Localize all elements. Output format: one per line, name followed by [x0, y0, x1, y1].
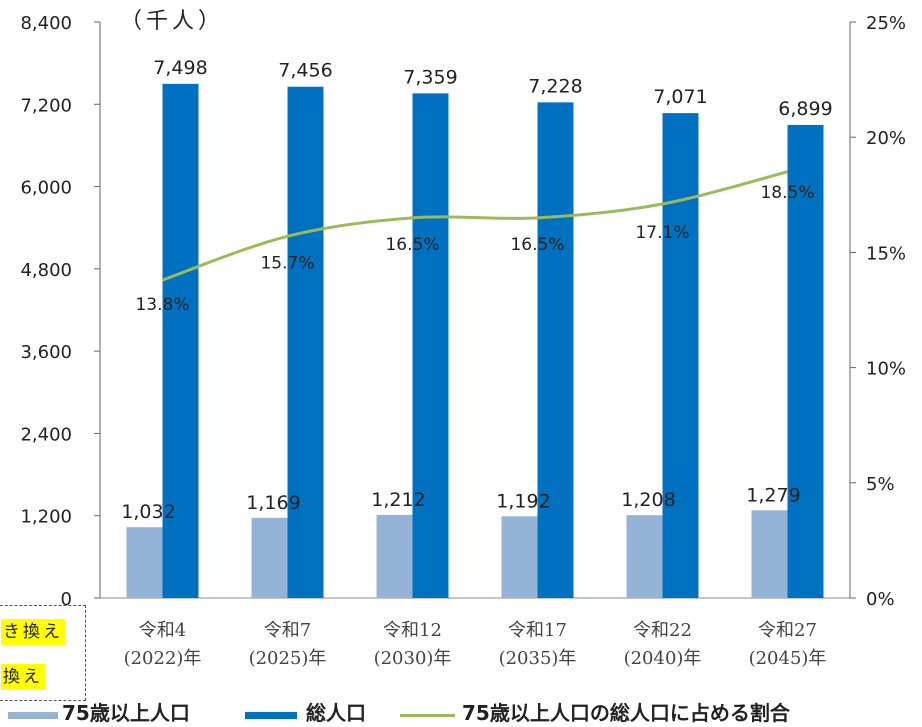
category-label-era: 令和12: [383, 620, 442, 641]
legend-label-elderly: 75歳以上人口: [62, 701, 190, 725]
category-label-year: (2030)年: [374, 648, 452, 669]
note-line-2: 換え: [1, 664, 45, 690]
bar-total-population: [162, 83, 199, 598]
category-label-era: 令和27: [758, 620, 817, 641]
right-tick-label: 15%: [866, 243, 906, 264]
data-label-total: 6,899: [778, 98, 832, 120]
left-y-axis: 0 1,200 2,400 3,600 4,800 6,000 7,200 8,400: [20, 13, 850, 610]
category-label-year: (2045)年: [749, 648, 827, 669]
left-tick-label: 1,200: [20, 507, 72, 528]
legend-label-ratio: 75歳以上人口の総人口に占める割合: [462, 701, 790, 725]
data-label-total: 7,359: [403, 66, 457, 88]
note-box: き換え 換え: [0, 605, 86, 701]
legend: 75歳以上人口 総人口 75歳以上人口の総人口に占める割合: [0, 700, 922, 727]
ratio-line-group: 13.8% 15.7% 16.5% 16.5% 17.1% 18.5%: [135, 170, 815, 315]
bars-group: 1,032 7,498 1,169 7,456 1,212 7,359 1,192 7,228…: [121, 57, 833, 598]
data-label-elderly: 1,279: [746, 484, 800, 506]
right-tick-label: 20%: [866, 128, 906, 149]
right-tick-label: 0%: [866, 589, 895, 610]
data-label-total: 7,498: [153, 57, 207, 79]
data-label-elderly: 1,192: [496, 490, 550, 512]
left-tick-label: 7,200: [20, 95, 72, 116]
left-tick-label: 2,400: [20, 424, 72, 445]
data-label-total: 7,228: [528, 75, 582, 97]
legend-swatch-ratio: [400, 714, 455, 717]
data-label-elderly: 1,169: [246, 492, 300, 514]
note-line-1: き換え: [1, 619, 65, 645]
bar-total-population: [537, 102, 574, 598]
bar-total-population: [412, 93, 449, 598]
ratio-data-label: 15.7%: [260, 253, 314, 273]
legend-swatch-total: [245, 712, 297, 719]
data-label-elderly: 1,212: [371, 489, 425, 511]
unit-label: （千人）: [120, 9, 224, 34]
right-tick-label: 5%: [866, 474, 895, 495]
bar-total-population: [787, 124, 824, 598]
category-label-year: (2022)年: [124, 648, 202, 669]
category-label-era: 令和22: [633, 620, 692, 641]
ratio-data-label: 16.5%: [385, 235, 439, 255]
data-label-elderly: 1,208: [621, 489, 675, 511]
left-tick-label: 8,400: [20, 13, 72, 34]
bar-total-population: [287, 86, 324, 598]
bar-total-population: [662, 113, 699, 598]
category-label-era: 令和17: [508, 620, 567, 641]
right-y-axis: 0% 5% 10% 15% 20% 25%: [849, 13, 906, 610]
ratio-data-label: 17.1%: [635, 223, 689, 243]
ratio-data-label: 13.8%: [135, 295, 189, 315]
chart-canvas: 0 1,200 2,400 3,600 4,800 6,000 7,200 8,400 0% 5…: [20, 9, 906, 669]
ratio-line: [162, 170, 788, 282]
bar-elderly-population: [501, 516, 538, 598]
category-label-year: (2040)年: [624, 648, 702, 669]
right-tick-label: 10%: [866, 359, 906, 380]
bar-elderly-population: [251, 517, 288, 598]
bar-elderly-population: [751, 510, 788, 598]
ratio-data-label: 18.5%: [760, 183, 814, 203]
category-labels: 令和4 (2022)年 令和7 (2025)年 令和12 (2030)年 令和17 (2035…: [124, 620, 827, 669]
data-label-total: 7,071: [653, 86, 707, 108]
right-tick-label: 25%: [866, 13, 906, 34]
data-label-elderly: 1,032: [121, 501, 175, 523]
left-tick-label: 4,800: [20, 260, 72, 281]
bar-elderly-population: [626, 515, 663, 598]
data-label-total: 7,456: [278, 60, 332, 82]
bar-elderly-population: [376, 514, 413, 598]
category-label-era: 令和4: [139, 620, 186, 641]
legend-swatch-elderly: [8, 712, 58, 719]
left-tick-label: 6,000: [20, 178, 72, 199]
legend-label-total: 総人口: [306, 701, 366, 725]
category-label-year: (2035)年: [499, 648, 577, 669]
category-label-era: 令和7: [264, 620, 311, 641]
left-tick-label: 0: [61, 589, 72, 610]
left-tick-label: 3,600: [20, 342, 72, 363]
bar-elderly-population: [126, 527, 163, 598]
ratio-data-label: 16.5%: [510, 235, 564, 255]
category-label-year: (2025)年: [249, 648, 327, 669]
